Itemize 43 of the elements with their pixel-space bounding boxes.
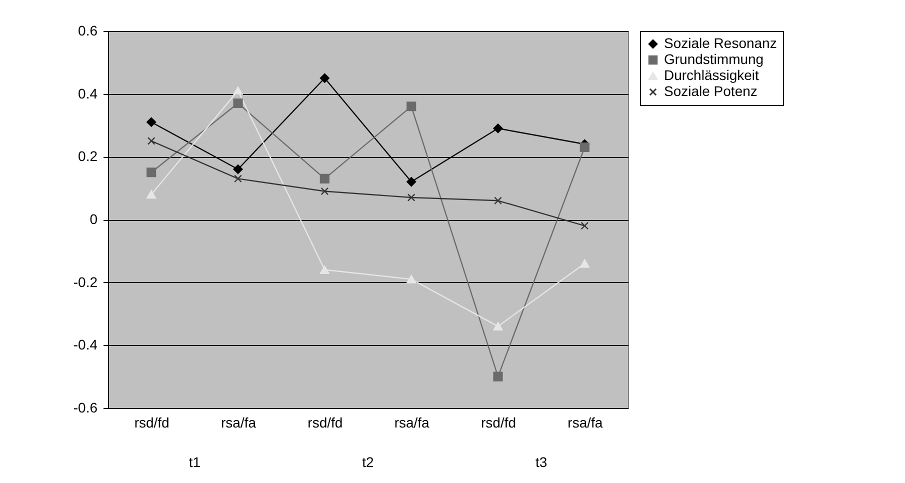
legend-label: Durchlässigkeit — [664, 67, 760, 83]
text: t3 — [535, 454, 548, 470]
y-tick-label: -0.2 — [73, 274, 98, 290]
point — [580, 222, 589, 230]
x-tick-label: rsa/fa — [394, 414, 430, 430]
text: t1 — [188, 454, 201, 470]
point — [406, 177, 416, 187]
point — [406, 102, 416, 112]
y-tick-label: -0.4 — [73, 336, 98, 353]
y-tick-label: 0.6 — [78, 22, 98, 38]
point — [580, 259, 590, 268]
legend-label: Soziale Potenz — [664, 83, 758, 99]
point — [493, 372, 503, 382]
point — [320, 187, 329, 196]
point — [407, 194, 416, 202]
legend-label: Soziale Resonanz — [664, 35, 777, 51]
x-tick-label: rsa/fa — [220, 414, 256, 430]
point — [580, 142, 590, 152]
point — [147, 137, 156, 145]
point — [234, 174, 242, 183]
point — [233, 86, 243, 95]
point — [320, 73, 330, 83]
point — [494, 196, 502, 205]
point — [233, 164, 243, 174]
x-tick-label: rsd/fd — [480, 414, 516, 430]
point — [406, 274, 416, 284]
point — [493, 322, 503, 331]
point — [320, 266, 330, 274]
point — [146, 168, 156, 178]
x-tick-label: rsd/fd — [134, 414, 170, 430]
point — [320, 174, 330, 184]
text: t2 — [362, 454, 374, 470]
y-tick-label: 0 — [90, 211, 98, 227]
y-tick-label: -0.6 — [73, 400, 98, 416]
y-tick-label: 0.2 — [78, 148, 98, 164]
legend-label: Grundstimmung — [664, 51, 764, 67]
point — [146, 117, 156, 127]
x-tick-label: rsd/fd — [308, 414, 343, 430]
x-tick-label: rsa/fa — [568, 414, 603, 430]
y-tick-label: 0.4 — [78, 85, 98, 102]
point — [233, 98, 243, 108]
point — [146, 190, 156, 199]
point — [493, 124, 503, 134]
